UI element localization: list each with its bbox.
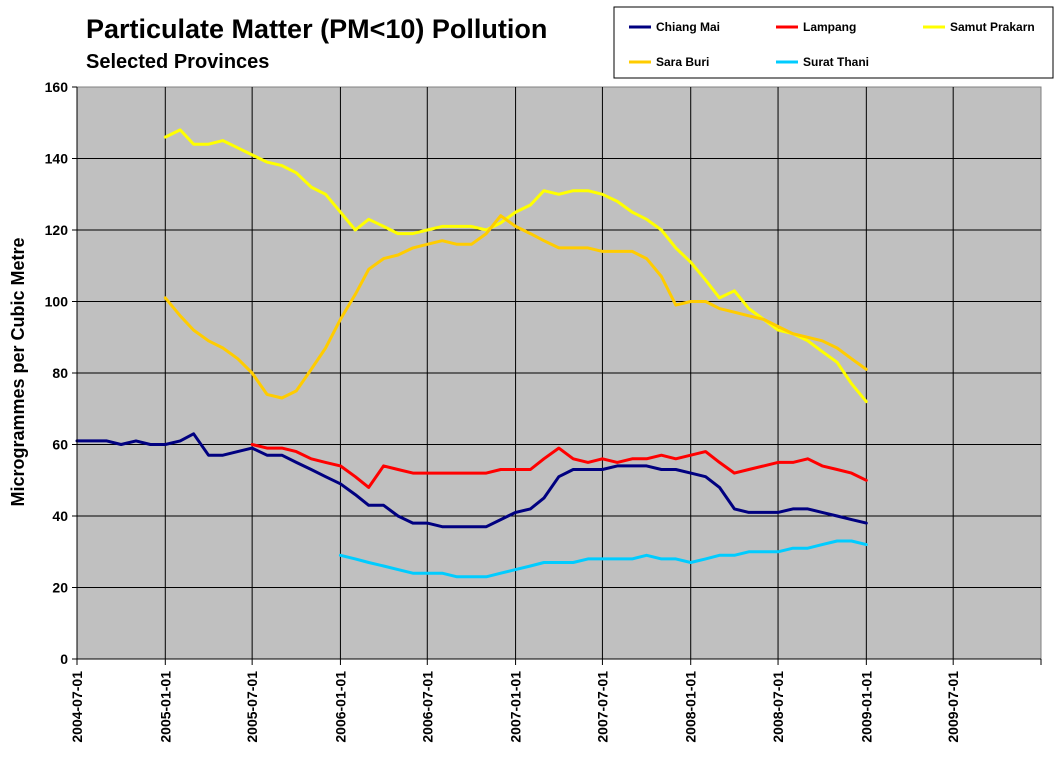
legend-label-sara-buri: Sara Buri: [656, 55, 709, 69]
series-layer: [75, 128, 868, 579]
legend-label-surat-thani: Surat Thani: [803, 55, 869, 69]
x-tick-label: 2005-01-01: [157, 671, 173, 743]
legend-label-chiang-mai: Chiang Mai: [656, 20, 720, 34]
chart-title: Particulate Matter (PM<10) Pollution: [86, 14, 547, 44]
x-axis-ticks: 2004-07-01 2005-01-01 2005-07-01 2006-01-01…: [69, 659, 1042, 743]
legend: Chiang Mai Lampang Samut Prakarn Sara Buri S…: [613, 6, 1054, 79]
series-line-surat-thani: [338, 539, 868, 579]
series-line-sara-buri: [163, 214, 868, 400]
y-axis-ticks: 0 20 40 60 80 100 120 140 160: [45, 79, 77, 667]
x-tick-label: 2006-07-01: [419, 671, 435, 743]
y-tick-label: 0: [60, 651, 68, 667]
series-line-chiang-mai: [75, 432, 868, 529]
x-tick-label: 2008-01-01: [683, 671, 699, 743]
legend-label-lampang: Lampang: [803, 20, 856, 34]
x-tick-label: 2009-01-01: [858, 671, 874, 743]
x-tick-label: 2004-07-01: [69, 671, 85, 743]
x-tick-label: 2007-07-01: [594, 671, 610, 743]
y-tick-label: 40: [52, 508, 68, 524]
y-tick-label: 140: [45, 151, 69, 167]
x-tick-label: 2007-01-01: [508, 671, 524, 743]
legend-box: [613, 6, 1054, 79]
y-tick-label: 120: [45, 222, 69, 238]
y-tick-label: 20: [52, 580, 68, 596]
x-tick-label: 2006-01-01: [332, 671, 348, 743]
gridlines: [77, 87, 1041, 659]
x-tick-label: 2009-07-01: [945, 671, 961, 743]
y-tick-label: 80: [52, 365, 68, 381]
chart-subtitle: Selected Provinces: [86, 51, 269, 73]
y-tick-label: 60: [52, 437, 68, 453]
legend-label-samut-prakarn: Samut Prakarn: [950, 20, 1035, 34]
y-tick-label: 160: [45, 79, 69, 95]
x-tick-label: 2005-07-01: [244, 671, 260, 743]
series-line-samut-prakarn: [163, 128, 868, 404]
series-line-lampang: [250, 443, 868, 489]
x-tick-label: 2008-07-01: [770, 671, 786, 743]
y-tick-label: 100: [45, 294, 69, 310]
y-axis-label: Microgrammes per Cubic Metre: [8, 237, 28, 506]
